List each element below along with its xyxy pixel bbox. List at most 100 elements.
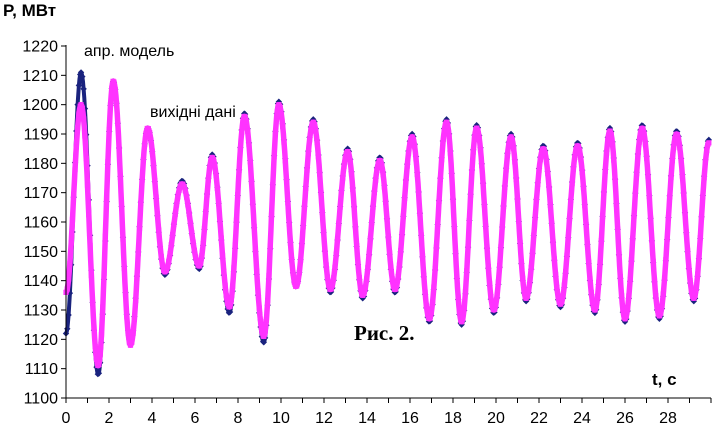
data-point — [663, 257, 669, 263]
data-point — [698, 214, 705, 220]
data-point — [704, 147, 710, 154]
data-point — [428, 310, 434, 316]
data-point — [550, 238, 556, 245]
data-point — [64, 286, 70, 292]
data-point — [489, 302, 495, 309]
data-point — [158, 253, 164, 260]
data-point — [554, 284, 560, 291]
data-point — [319, 209, 325, 216]
data-point — [65, 311, 72, 319]
data-point — [322, 246, 328, 253]
data-point — [584, 241, 590, 247]
data-point — [410, 136, 417, 143]
data-point — [216, 201, 222, 207]
data-point — [348, 171, 355, 177]
y-tick-label: 1160 — [24, 215, 59, 232]
data-point — [454, 274, 460, 280]
data-point — [308, 127, 314, 133]
data-point — [665, 215, 672, 221]
data-point — [171, 221, 177, 228]
data-point — [385, 233, 391, 240]
data-point — [586, 259, 592, 265]
data-point — [127, 342, 134, 348]
data-point — [645, 173, 651, 179]
data-point — [262, 329, 268, 335]
data-point — [435, 221, 441, 227]
data-point — [465, 243, 471, 250]
data-point — [565, 234, 571, 240]
data-point — [104, 195, 110, 201]
data-point — [611, 157, 617, 163]
data-point — [175, 194, 181, 200]
data-point — [125, 330, 131, 336]
y-tick-label: 1190 — [24, 127, 59, 144]
data-point — [342, 155, 348, 161]
data-point — [105, 159, 111, 165]
data-point — [432, 265, 438, 272]
y-tick-label: 1110 — [25, 361, 58, 378]
data-point — [154, 211, 160, 217]
data-point — [390, 283, 397, 289]
data-point — [291, 279, 297, 285]
data-point — [649, 237, 655, 243]
data-point — [172, 211, 178, 217]
data-point — [379, 162, 385, 169]
data-point — [459, 319, 465, 325]
x-tick-label: 6 — [191, 410, 200, 427]
data-point — [290, 270, 296, 276]
data-point — [414, 171, 420, 178]
data-point — [120, 236, 126, 242]
data-point — [605, 137, 611, 143]
data-point — [86, 212, 92, 218]
data-point — [658, 310, 664, 316]
data-point — [509, 137, 515, 143]
data-point — [274, 113, 280, 119]
data-point — [578, 156, 584, 163]
data-point — [647, 215, 654, 221]
data-point — [337, 204, 343, 210]
data-point — [580, 185, 587, 191]
data-point — [97, 351, 103, 357]
data-point — [632, 191, 638, 197]
data-point — [231, 265, 237, 271]
data-point — [475, 128, 481, 134]
data-point — [418, 232, 424, 238]
data-point — [398, 247, 404, 254]
x-tick-label: 2 — [105, 410, 114, 427]
data-point — [508, 134, 514, 140]
data-point — [471, 135, 478, 141]
data-point — [228, 296, 234, 302]
data-point — [555, 294, 561, 300]
data-point — [690, 298, 697, 305]
data-point — [573, 147, 579, 153]
data-point — [159, 262, 166, 268]
data-point — [480, 181, 486, 187]
data-point — [233, 217, 240, 223]
data-point — [491, 306, 498, 313]
data-point — [479, 163, 485, 169]
data-point — [340, 175, 346, 181]
data-point — [609, 141, 616, 147]
data-point — [65, 276, 72, 282]
data-point — [356, 274, 362, 281]
x-tick-label: 10 — [272, 410, 290, 427]
data-point — [72, 166, 78, 173]
data-point — [240, 118, 246, 124]
data-point — [222, 282, 228, 288]
data-point — [644, 155, 650, 161]
data-point — [311, 121, 318, 128]
data-point — [139, 177, 145, 183]
data-point — [341, 163, 347, 169]
data-point — [687, 278, 693, 284]
data-point — [677, 145, 683, 151]
data-point — [301, 205, 308, 211]
data-point — [230, 283, 236, 289]
data-point — [254, 268, 260, 274]
data-point — [440, 140, 446, 146]
data-point — [245, 128, 251, 134]
data-point — [513, 176, 519, 182]
data-point — [256, 305, 262, 311]
data-point — [92, 343, 98, 350]
data-point — [681, 191, 687, 197]
data-point — [134, 275, 140, 281]
